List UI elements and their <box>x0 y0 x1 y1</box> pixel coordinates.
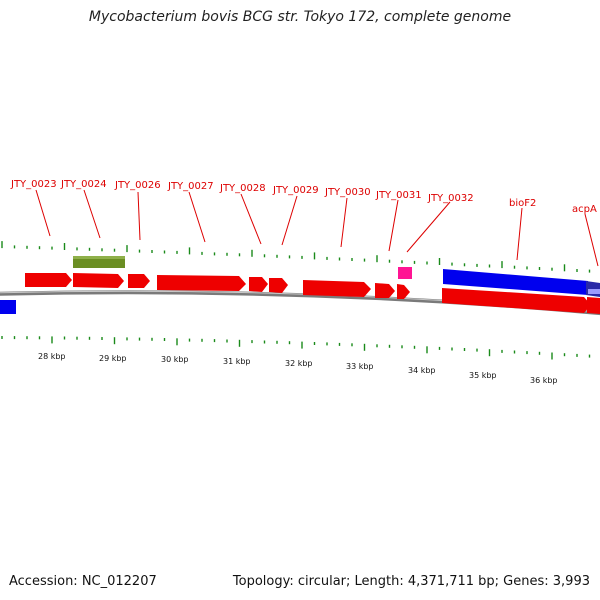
scale-label-29kbp: 29 kbp <box>99 354 127 363</box>
scale-label-28kbp: 28 kbp <box>38 352 66 361</box>
cds-arrow-1 <box>25 273 72 287</box>
cds-arrow-2 <box>73 273 124 288</box>
cds-arrow-6 <box>269 278 288 293</box>
leader-jty-0026 <box>137 191 141 241</box>
accession-text: Accession: NC_012207 <box>9 574 157 589</box>
gene-label-jty-0024: JTY_0024 <box>60 179 107 190</box>
gene-label-jty-0030: JTY_0030 <box>324 187 371 198</box>
cds-arrow-8 <box>375 283 395 298</box>
feature-blue-left <box>0 300 16 314</box>
cds-arrow-5 <box>249 277 268 292</box>
feature-blue-long <box>443 269 588 295</box>
scale-label-31kbp: 31 kbp <box>223 357 251 366</box>
gene-label-jty-0032: JTY_0032 <box>427 193 474 204</box>
gene-label-jty-0023: JTY_0023 <box>10 179 57 190</box>
lower-tick-track <box>1 336 591 360</box>
feature-blue-stub-light <box>588 289 600 294</box>
cds-arrow-4 <box>157 275 246 291</box>
leader-jty-0030 <box>340 197 348 248</box>
genome-stats-text: Topology: circular; Length: 4,371,711 bp… <box>232 574 590 589</box>
map-title: Mycobacterium bovis BCG str. Tokyo 172, … <box>88 9 512 25</box>
gene-label-jty-0027: JTY_0027 <box>167 181 214 192</box>
leader-jty-0023 <box>35 189 51 237</box>
upper-tick-track <box>1 241 591 273</box>
gene-label-biof2: bioF2 <box>509 198 536 209</box>
feature-magenta <box>398 267 412 279</box>
leader-jty-0031 <box>388 199 399 252</box>
leader-jty-0028 <box>240 193 262 245</box>
scale-label-32kbp: 32 kbp <box>285 359 313 368</box>
leader-biof2 <box>516 207 523 261</box>
leader-jty-0027 <box>188 191 206 243</box>
leader-acpa <box>584 213 599 267</box>
scale-label-34kbp: 34 kbp <box>408 366 436 375</box>
leader-jty-0032 <box>406 201 451 253</box>
scale-label-33kbp: 33 kbp <box>346 362 374 371</box>
scale-label-30kbp: 30 kbp <box>161 355 189 364</box>
cds-arrow-10 <box>442 288 591 313</box>
leader-jty-0029 <box>281 195 298 246</box>
scale-label-36kbp: 36 kbp <box>530 376 558 385</box>
gene-label-jty-0028: JTY_0028 <box>219 183 266 194</box>
cds-arrow-11 <box>587 297 600 314</box>
cds-arrow-9 <box>397 284 410 299</box>
cds-arrow-7 <box>303 280 371 297</box>
gene-label-jty-0026: JTY_0026 <box>114 180 161 191</box>
leader-jty-0024 <box>83 189 101 239</box>
cds-arrow-3 <box>128 274 150 288</box>
scale-label-35kbp: 35 kbp <box>469 371 497 380</box>
gene-label-acpa: acpA <box>572 204 597 215</box>
gene-label-jty-0029: JTY_0029 <box>272 185 319 196</box>
gene-label-jty-0031: JTY_0031 <box>375 190 422 201</box>
feature-green-highlight <box>73 256 125 259</box>
